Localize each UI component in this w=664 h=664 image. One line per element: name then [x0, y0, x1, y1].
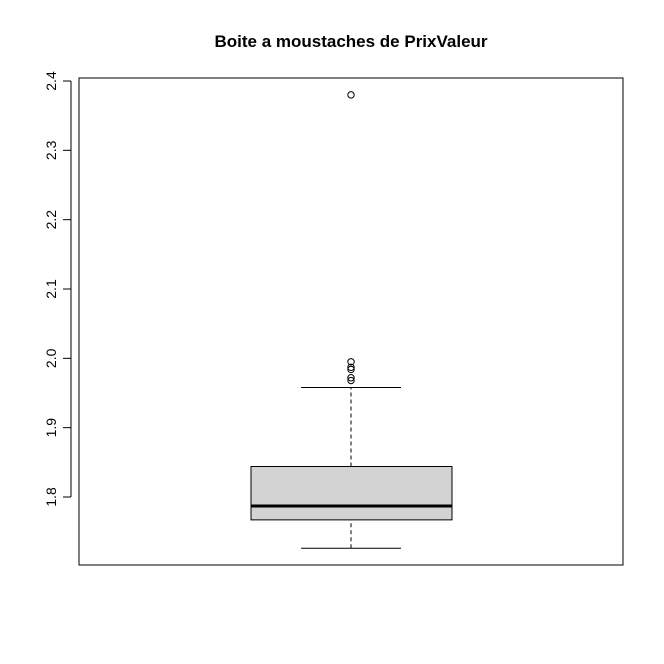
iqr-box: [250, 465, 453, 521]
y-tick-label: 2.0: [43, 348, 59, 368]
y-tick-label: 2.4: [43, 71, 59, 91]
outlier-point: [347, 91, 355, 99]
outlier-point: [347, 365, 355, 374]
outlier-point: [347, 363, 355, 372]
y-tick-label: 1.8: [43, 487, 59, 507]
outlier-point: [347, 376, 355, 385]
y-axis: 1.8 1.9 2.0 2.1 2.2 2.3 2.4: [43, 71, 72, 507]
y-tick-label: 2.2: [43, 210, 59, 230]
outlier-point: [347, 374, 355, 382]
y-tick-label: 2.3: [43, 140, 59, 160]
chart-title: Boite a moustaches de PrixValeur: [214, 32, 487, 51]
y-tick-label: 2.1: [43, 279, 59, 299]
outliers: [347, 91, 355, 385]
plot-frame: [78, 77, 624, 566]
outlier-point: [347, 358, 355, 366]
y-tick-label: 1.9: [43, 418, 59, 438]
box: [250, 386, 453, 549]
